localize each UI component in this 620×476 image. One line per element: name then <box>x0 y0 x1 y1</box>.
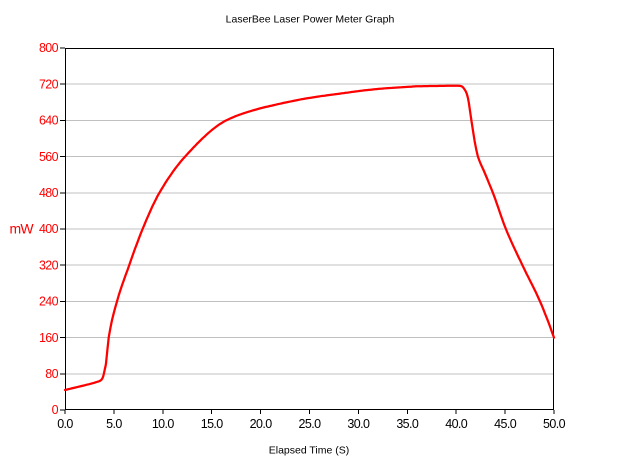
svg-text:560: 560 <box>39 150 59 164</box>
svg-text:5.0: 5.0 <box>106 417 122 431</box>
svg-text:720: 720 <box>39 77 59 91</box>
svg-text:480: 480 <box>39 186 59 200</box>
svg-text:35.0: 35.0 <box>396 417 419 431</box>
svg-text:800: 800 <box>39 41 59 55</box>
svg-text:40.0: 40.0 <box>445 417 468 431</box>
svg-text:640: 640 <box>39 114 59 128</box>
svg-text:50.0: 50.0 <box>543 417 566 431</box>
svg-text:80: 80 <box>45 367 58 381</box>
svg-text:30.0: 30.0 <box>347 417 370 431</box>
svg-text:160: 160 <box>39 331 59 345</box>
svg-text:0.0: 0.0 <box>57 417 73 431</box>
svg-text:mW: mW <box>10 221 35 237</box>
svg-text:20.0: 20.0 <box>250 417 273 431</box>
svg-text:Elapsed Time (S): Elapsed Time (S) <box>269 445 350 457</box>
svg-text:0: 0 <box>52 403 59 417</box>
svg-text:10.0: 10.0 <box>152 417 175 431</box>
svg-text:45.0: 45.0 <box>494 417 517 431</box>
svg-text:25.0: 25.0 <box>299 417 322 431</box>
svg-text:LaserBee Laser Power Meter Gra: LaserBee Laser Power Meter Graph <box>226 13 395 25</box>
svg-text:400: 400 <box>39 222 59 236</box>
svg-text:320: 320 <box>39 258 59 272</box>
svg-text:240: 240 <box>39 295 59 309</box>
svg-text:15.0: 15.0 <box>201 417 224 431</box>
